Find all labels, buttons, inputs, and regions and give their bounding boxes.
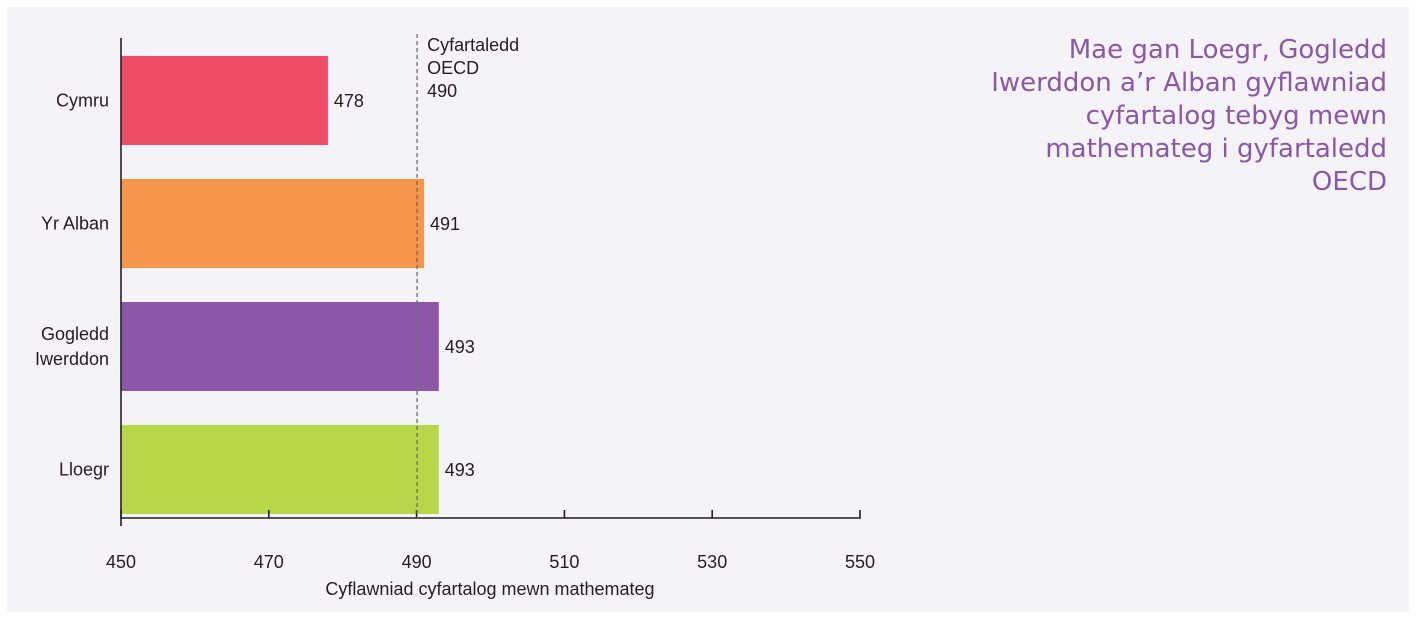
x-tick-label-5: 550 [845, 552, 875, 572]
value-label-0: 478 [334, 91, 364, 111]
x-axis-title: Cyflawniad cyfartalog mewn mathemateg [325, 579, 654, 599]
x-tick-label-3: 510 [549, 552, 579, 572]
bar-1 [121, 179, 424, 268]
category-label-0: Cymru [56, 91, 109, 111]
value-label-1: 491 [430, 214, 460, 234]
axis-layer: 450 470 490 510 530 550 [106, 38, 875, 572]
bar-0 [121, 56, 328, 145]
x-tick-label-4: 530 [697, 552, 727, 572]
category-label-2-1: Iwerddon [35, 349, 109, 369]
headline: Mae gan Loegr, Gogledd Iwerddon a’r Alba… [991, 35, 1387, 197]
bar-2 [121, 302, 439, 391]
reference-label-0: Cyfartaledd [427, 35, 519, 55]
x-tick-label-2: 490 [402, 552, 432, 572]
category-label-1: Yr Alban [41, 214, 109, 234]
bar-3 [121, 425, 439, 514]
x-tick-label-1: 470 [254, 552, 284, 572]
value-label-3: 493 [445, 460, 475, 480]
x-tick-label-0: 450 [106, 552, 136, 572]
value-label-2: 493 [445, 337, 475, 357]
reference-label-1: OECD [427, 58, 479, 78]
category-label-2-0: Gogledd [41, 324, 109, 344]
reference-label-2: 490 [427, 81, 457, 101]
reference-layer: Cyfartaledd OECD 490 [416, 34, 519, 518]
category-label-3: Lloegr [59, 460, 109, 480]
bars-layer: 478 Cymru 491 Yr Alban 493 Gogledd Iwerddon 493… [35, 56, 475, 514]
